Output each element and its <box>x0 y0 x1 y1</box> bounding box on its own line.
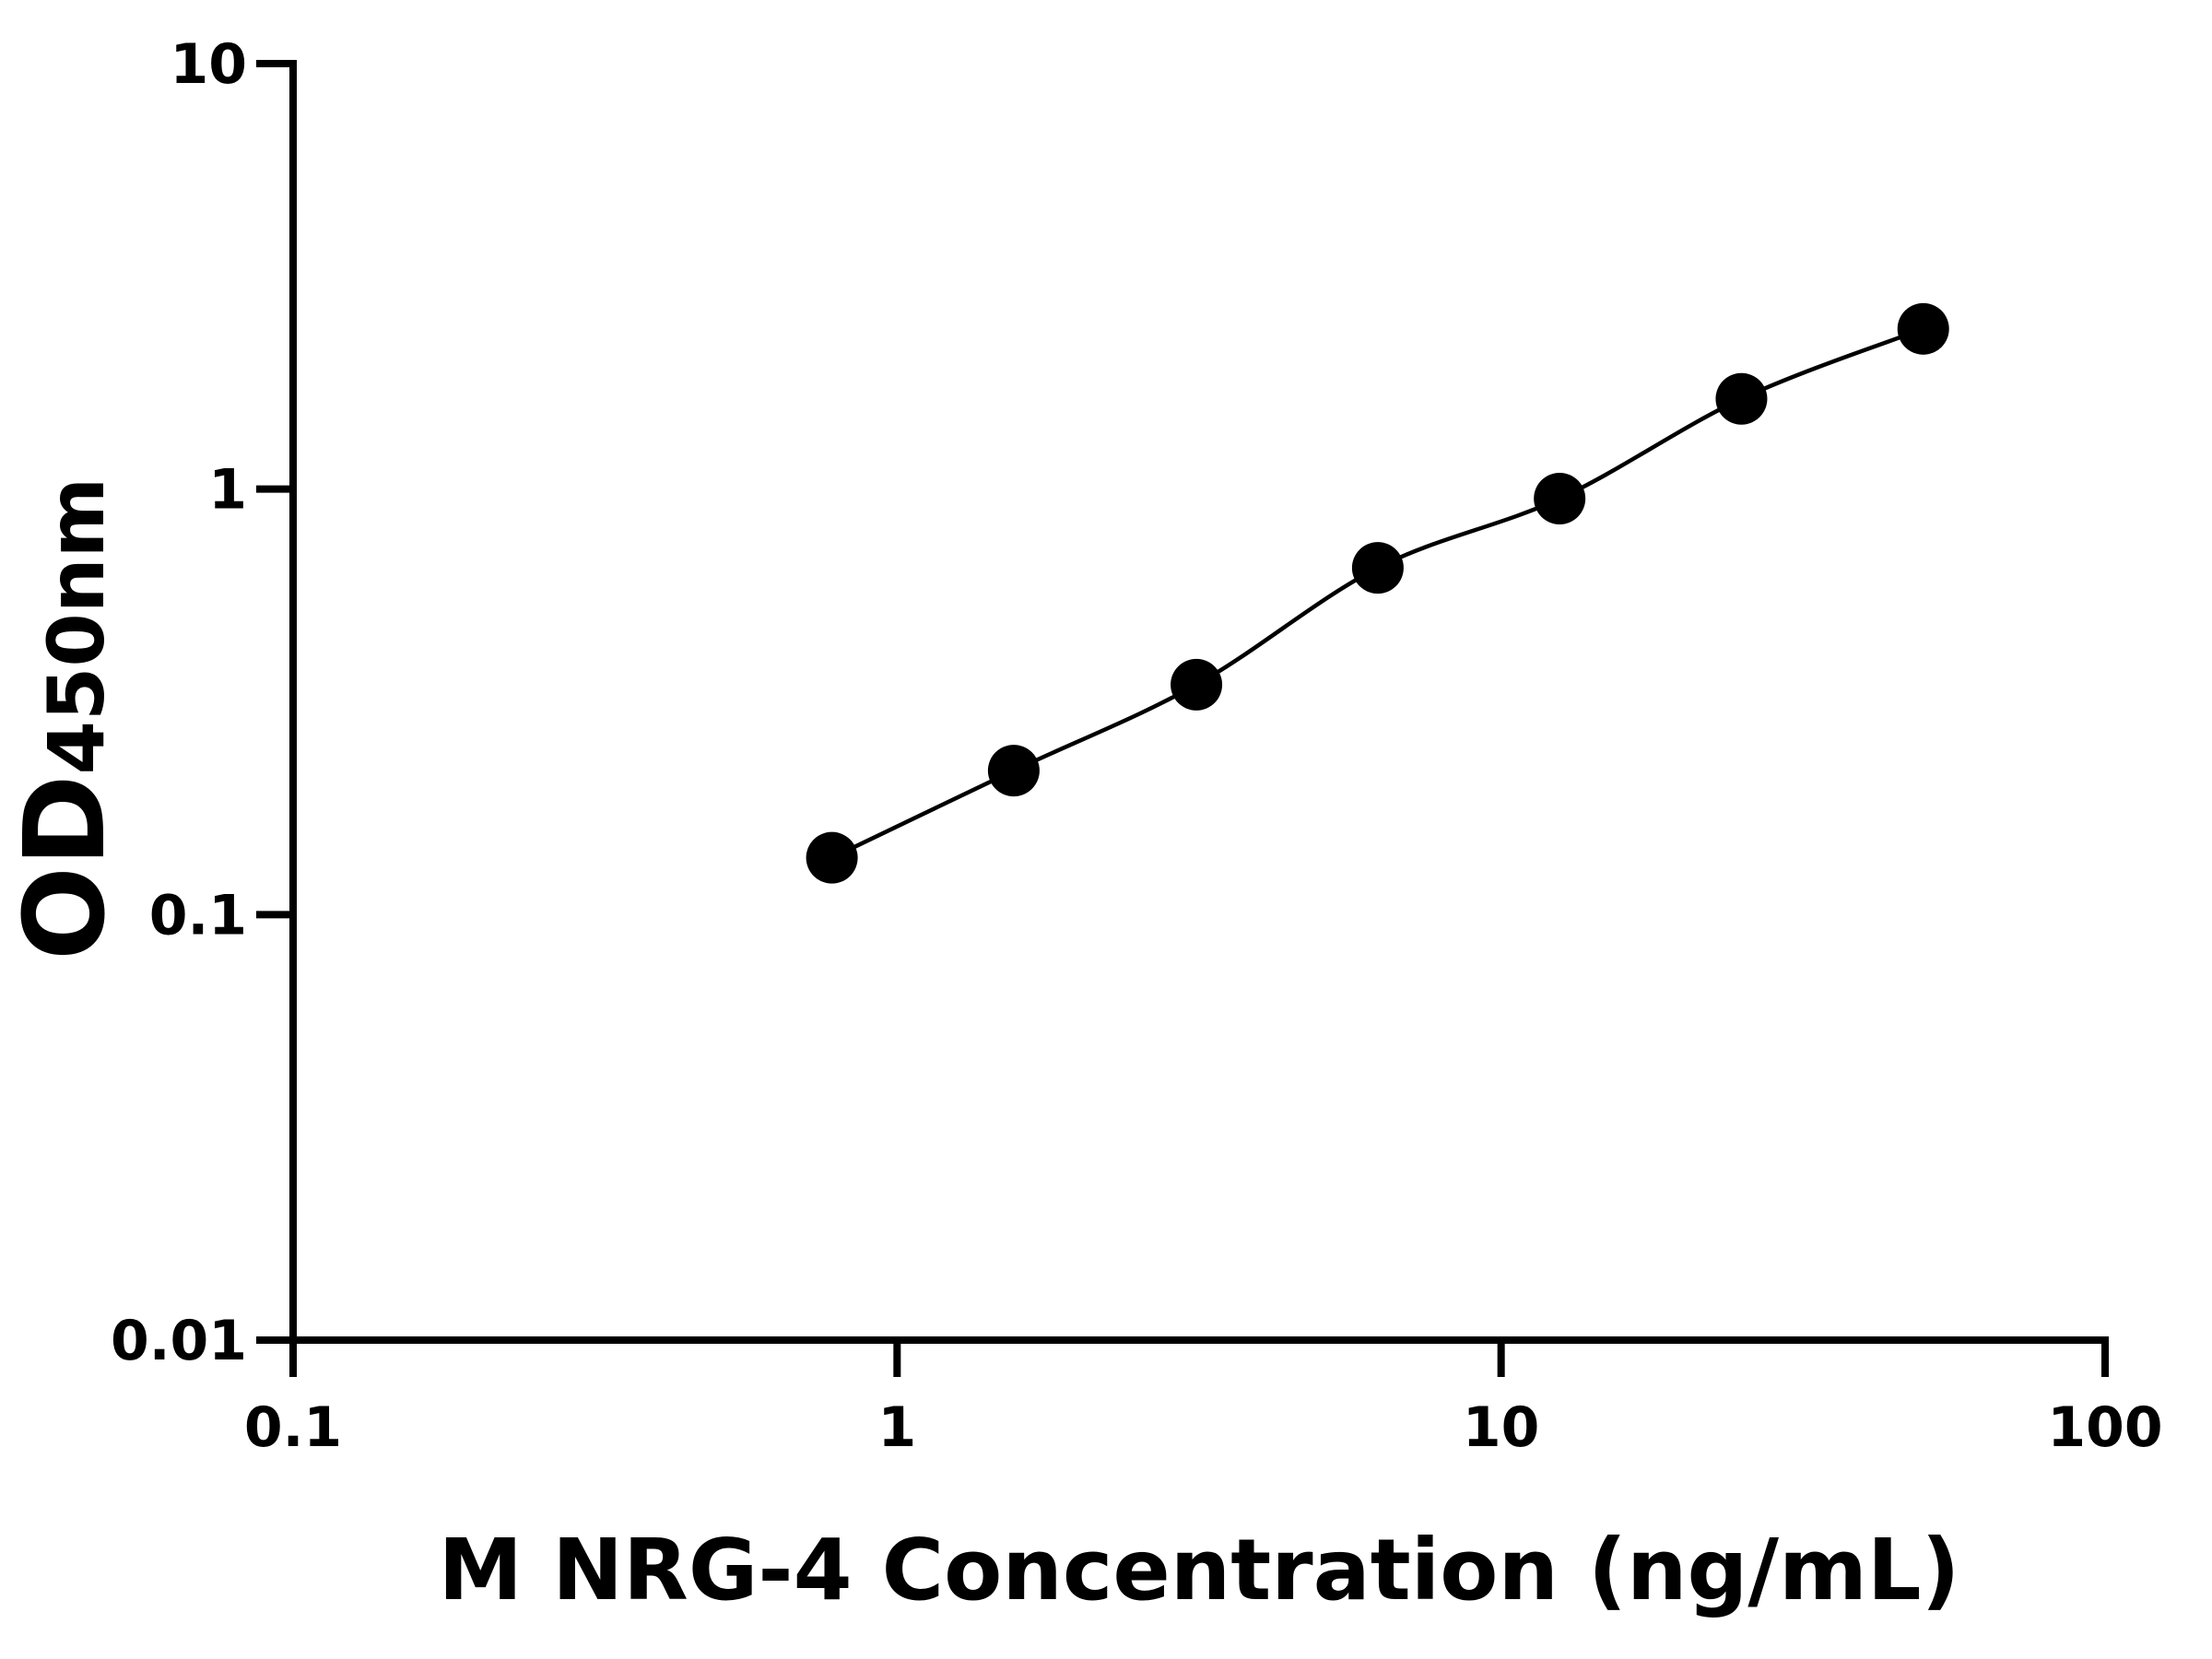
x-axis-title: M NRG-4 Concentration (ng/mL) <box>438 1521 1959 1619</box>
data-point <box>1534 472 1586 524</box>
x-tick-label: 100 <box>2047 1395 2162 1460</box>
y-tick-label: 10 <box>171 32 248 97</box>
y-axis-title-subscript: 450nm <box>31 477 122 775</box>
y-tick-label: 0.1 <box>149 883 247 947</box>
y-axis-title: OD450nm <box>2 477 130 960</box>
data-point <box>1351 542 1404 594</box>
y-tick-label: 0.01 <box>111 1309 247 1373</box>
data-point <box>1171 658 1223 711</box>
data-point <box>1715 372 1768 425</box>
data-point <box>987 745 1040 797</box>
data-point <box>806 831 858 884</box>
x-tick-label: 10 <box>1463 1395 1540 1460</box>
x-tick-label: 1 <box>877 1395 916 1460</box>
x-tick-label: 0.1 <box>244 1395 342 1460</box>
y-tick-label: 1 <box>208 458 247 523</box>
y-axis-title-main: OD <box>2 775 130 961</box>
data-point <box>1897 302 1949 355</box>
